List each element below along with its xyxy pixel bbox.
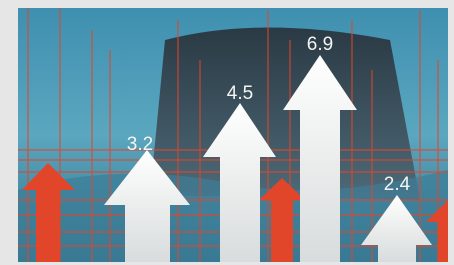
picture: 3.2 4.5 6.9 2.4 bbox=[0, 0, 454, 265]
arrow-label: 2.4 bbox=[384, 174, 411, 195]
page: 3.2 4.5 6.9 2.4 (() => { const data = JS… bbox=[0, 0, 454, 265]
scene: 3.2 4.5 6.9 2.4 bbox=[18, 8, 454, 262]
arrow-label: 6.9 bbox=[307, 34, 333, 55]
dark-shape bbox=[150, 28, 420, 201]
arrow-label: 3.2 bbox=[127, 134, 153, 155]
arrow-label: 4.5 bbox=[227, 83, 253, 104]
